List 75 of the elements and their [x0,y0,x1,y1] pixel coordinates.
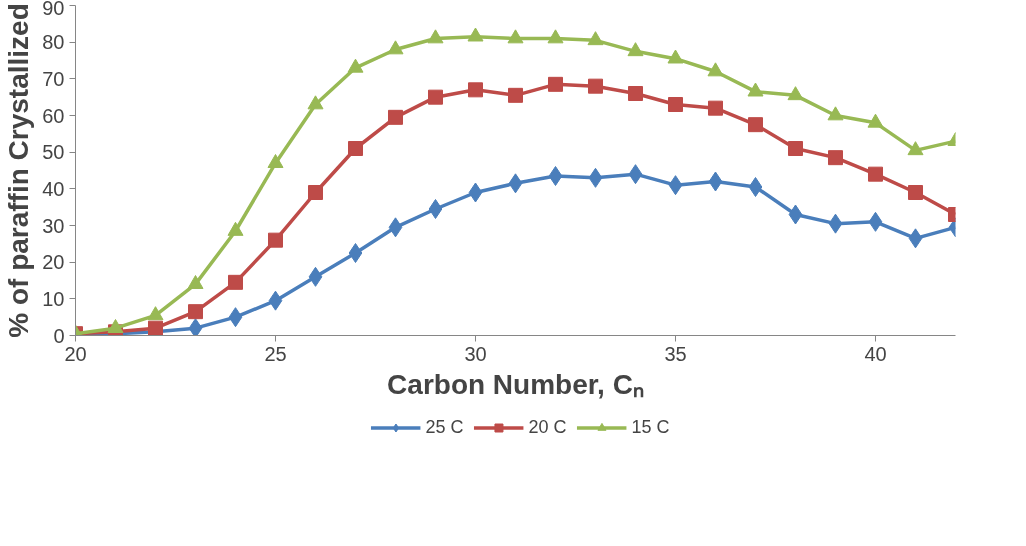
y-tick-label: 20 [42,251,65,274]
point [788,204,803,225]
point [467,27,484,42]
legend-label: 20 C [528,416,567,438]
point [508,87,523,103]
y-tick-label: 90 [42,0,65,19]
point [468,182,483,203]
point [427,29,444,44]
point [428,89,443,105]
point [588,167,603,188]
point [787,86,804,101]
y-tick-label: 80 [42,31,65,54]
point [188,304,203,320]
legend-label: 25 C [425,416,464,438]
x-tick-label: 40 [864,342,887,365]
point [708,171,723,192]
x-tick-label: 25 [264,342,287,365]
point [387,40,404,55]
point [827,106,844,121]
point [747,82,764,97]
y-tick-label: 50 [42,141,65,164]
point [308,266,323,287]
point [587,31,604,46]
point [868,211,883,232]
point [348,243,363,263]
point [867,113,884,128]
point [388,109,403,125]
point [267,154,284,168]
point [308,185,323,200]
point [228,307,243,328]
y-tick-label: 40 [42,177,65,200]
point [707,62,724,77]
point [507,29,524,44]
point [907,141,924,156]
point [348,141,363,156]
x-tick-label: 30 [464,342,487,365]
point [667,49,684,64]
point [508,173,523,194]
point [908,185,923,200]
point [388,217,403,238]
y-tick-label: 10 [42,287,65,310]
point [627,42,644,57]
point [668,97,683,112]
x-tick-label: 35 [664,342,687,365]
point [748,177,763,197]
point [548,76,563,92]
legend-label: 15 C [631,416,670,438]
point [628,86,643,101]
point [547,29,564,44]
y-tick-label: 0 [53,324,65,347]
point [748,117,763,133]
point [307,95,324,110]
y-axis-title: % of paraffin Crystallized [3,3,35,338]
point [268,290,283,311]
point [268,232,283,248]
point [908,228,923,249]
point [668,175,683,196]
point [708,100,723,116]
point [228,274,243,290]
point [588,78,603,94]
point [828,150,843,166]
point [347,58,364,73]
y-tick-label: 60 [42,104,65,127]
point [468,82,483,98]
x-axis-title: Carbon Number, Cₙ [387,368,644,400]
point [828,213,843,234]
point [428,199,443,219]
x-tick-label: 20 [64,342,87,365]
point [188,318,203,336]
y-tick-label: 70 [42,67,65,90]
point [788,141,803,156]
point [868,166,883,182]
point [628,164,643,185]
point [548,166,563,186]
y-tick-label: 30 [42,214,65,237]
